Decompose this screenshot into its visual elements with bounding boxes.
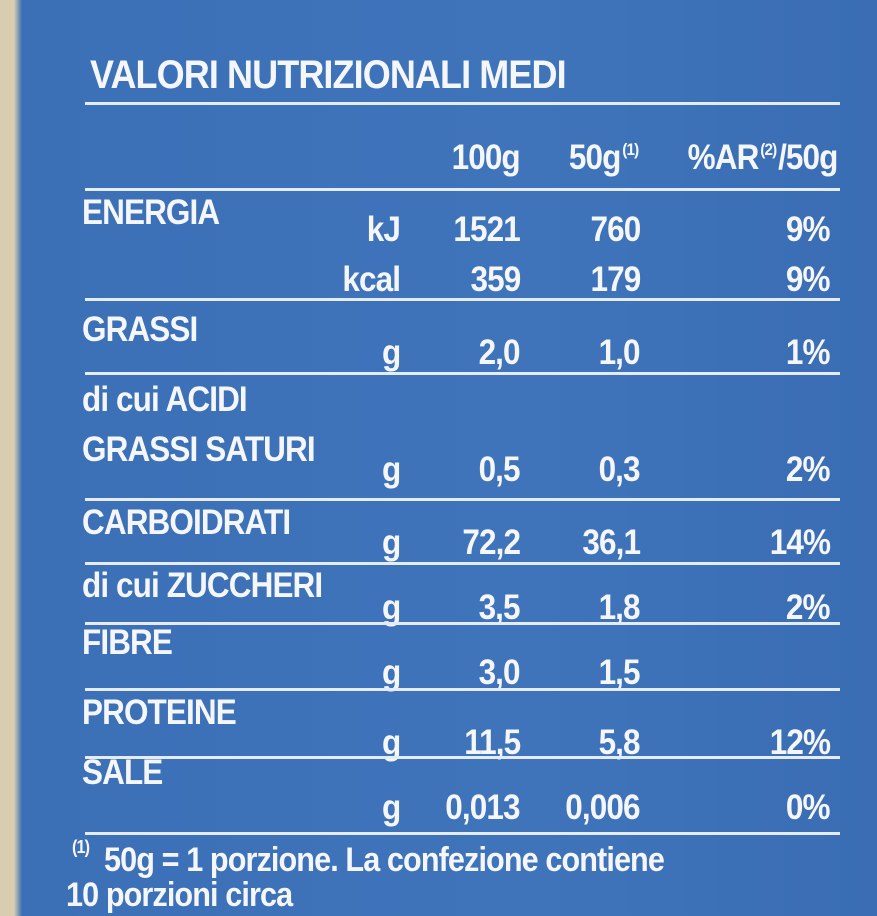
cell-v100: 72,2 — [462, 523, 521, 562]
column-note: (1) — [622, 140, 639, 159]
separator — [85, 372, 840, 375]
footnote-text: 10 porzioni circa — [66, 876, 293, 914]
column-header: %AR (2)/50g — [688, 138, 839, 177]
cell-ar: 1% — [786, 333, 831, 372]
title: VALORI NUTRIZIONALI MEDI — [90, 53, 567, 97]
cell-v50: 1,0 — [598, 333, 641, 372]
cell-v50: 0,3 — [598, 450, 641, 489]
separator — [85, 622, 840, 625]
cell-ar: 14% — [769, 523, 831, 562]
column-note: (2) — [760, 140, 778, 159]
footnote-mark: (1) — [72, 837, 90, 857]
footnote-text: 50g = 1 porzione. La confezione contiene — [104, 841, 665, 879]
cell-v100: 1521 — [453, 210, 521, 249]
cell-v50: 179 — [590, 260, 641, 299]
column-text: 50g — [568, 138, 621, 177]
separator — [85, 102, 840, 105]
cell-v100: 359 — [470, 260, 521, 299]
separator — [85, 298, 840, 301]
column-header: 50g (1) — [569, 140, 640, 175]
row-name: CARBOIDRATI — [82, 503, 291, 542]
separator — [85, 756, 840, 759]
separator — [85, 498, 840, 501]
cell-unit: g — [381, 523, 401, 562]
separator — [85, 188, 840, 191]
row-name: GRASSI SATURI — [82, 430, 316, 469]
cell-unit: g — [381, 588, 401, 627]
cell-ar: 2% — [786, 450, 831, 489]
cell-v50: 36,1 — [582, 523, 641, 562]
cell-ar: 9% — [786, 210, 831, 249]
cell-v50: 1,8 — [598, 588, 641, 627]
row-name: di cui ZUCCHERI — [82, 566, 323, 605]
separator — [85, 562, 840, 565]
cell-unit: g — [381, 723, 401, 762]
cell-v100: 3,0 — [478, 653, 521, 692]
cell-ar: 12% — [769, 723, 831, 762]
cell-v50: 1,5 — [598, 653, 641, 692]
row-name: FIBRE — [82, 623, 173, 662]
cell-unit: g — [381, 788, 401, 827]
cell-unit: kJ — [366, 210, 401, 249]
cell-unit: g — [381, 333, 401, 372]
cell-v100: 0,013 — [445, 788, 521, 827]
cell-ar: 0% — [786, 788, 831, 827]
cell-v50: 0,006 — [565, 788, 641, 827]
cell-unit: g — [381, 653, 401, 692]
cell-v100: 11,5 — [464, 723, 521, 762]
column-text: 100g — [451, 138, 521, 177]
cell-v50: 760 — [590, 210, 641, 249]
cell-ar: 9% — [786, 260, 831, 299]
separator — [85, 832, 840, 835]
row-name: GRASSI — [82, 310, 198, 349]
column-unit: /50g — [778, 138, 839, 177]
column-header: 100g — [451, 138, 521, 177]
cell-v100: 2,0 — [478, 333, 521, 372]
separator — [85, 688, 840, 691]
cell-ar: 2% — [786, 588, 831, 627]
column-text: %AR — [688, 138, 760, 177]
row-name: di cui ACIDI — [82, 380, 248, 419]
cell-v100: 0,5 — [478, 450, 521, 489]
row-name: PROTEINE — [82, 693, 237, 732]
cell-v100: 3,5 — [478, 588, 521, 627]
cell-unit: kcal — [342, 260, 401, 299]
row-name: SALE — [82, 753, 163, 792]
cell-unit: g — [381, 450, 401, 489]
row-name: ENERGIA — [82, 193, 220, 232]
cell-v50: 5,8 — [598, 723, 641, 762]
